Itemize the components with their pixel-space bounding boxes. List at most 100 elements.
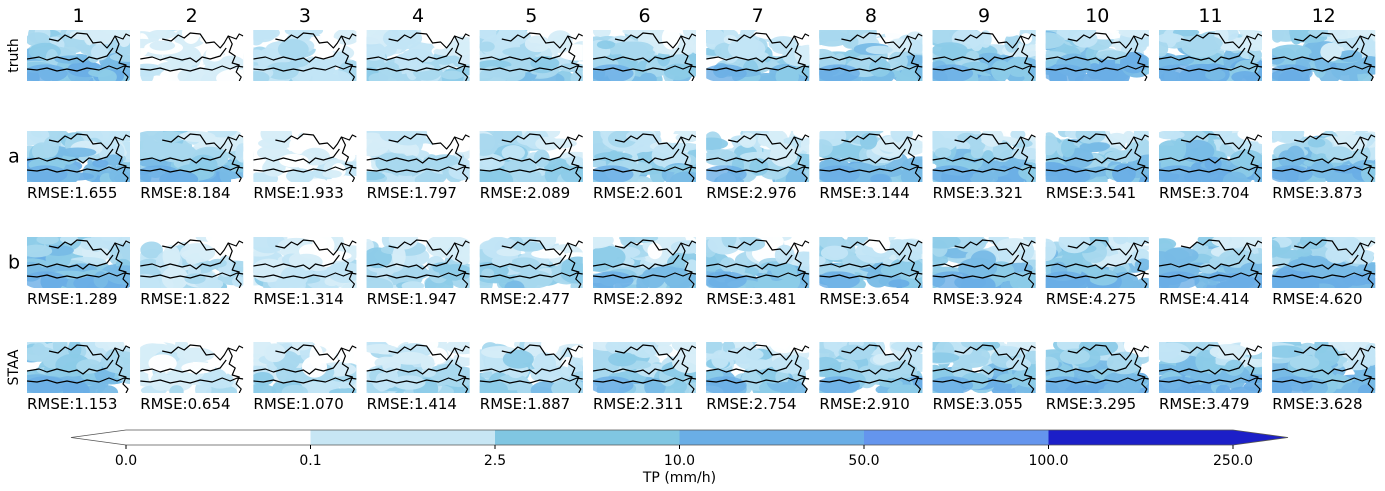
- rmse-label: RMSE:3.481: [706, 290, 796, 308]
- colorbar-tick-label: 10.0: [664, 453, 695, 469]
- map-panel: [593, 30, 696, 81]
- map-panel: [932, 342, 1036, 393]
- row-label: STAA: [6, 349, 22, 385]
- rmse-label: RMSE:4.414: [1159, 290, 1249, 308]
- map-panel: [253, 131, 357, 182]
- map-panel: [1045, 30, 1149, 81]
- rmse-labels: RMSE:1.655 RMSE:8.184 RMSE:1.933 RMSE:1.797…: [27, 184, 1363, 413]
- map-panel: [27, 131, 130, 182]
- rmse-label: RMSE:3.628: [1272, 395, 1362, 413]
- colorbar-tick-label: 250.0: [1213, 453, 1253, 469]
- map-panel: [140, 237, 244, 288]
- map-panel: [140, 131, 244, 182]
- rmse-label: RMSE:2.601: [593, 184, 683, 202]
- rmse-label: RMSE:3.144: [819, 184, 909, 202]
- colorbar-tick-label: 0.0: [115, 453, 137, 469]
- column-header: 10: [1085, 5, 1109, 27]
- map-panel: [27, 237, 130, 288]
- map-panel: [593, 237, 696, 288]
- colorbar-segment: [126, 430, 311, 445]
- rmse-label: RMSE:4.620: [1272, 290, 1362, 308]
- rmse-label: RMSE:1.655: [27, 184, 117, 202]
- map-panel: [1159, 342, 1262, 393]
- rmse-label: RMSE:1.153: [27, 395, 117, 413]
- row-labels: truth a b STAA: [6, 38, 22, 385]
- rmse-label: RMSE:0.654: [140, 395, 230, 413]
- map-panel: [706, 342, 810, 393]
- map-panel: [479, 342, 583, 393]
- row-label: a: [8, 146, 20, 168]
- map-panel: [479, 131, 583, 182]
- column-header: 3: [299, 5, 311, 27]
- map-panel: [819, 342, 923, 393]
- colorbar-tick-label: 50.0: [848, 453, 879, 469]
- column-header: 12: [1312, 5, 1336, 27]
- rmse-label: RMSE:2.754: [706, 395, 796, 413]
- column-header: 5: [525, 5, 537, 27]
- map-panel: [140, 30, 244, 81]
- rmse-label: RMSE:1.289: [27, 290, 117, 308]
- rmse-label: RMSE:3.541: [1046, 184, 1136, 202]
- map-panel: [593, 342, 696, 393]
- row-label: b: [8, 252, 20, 274]
- map-panel: [1272, 131, 1376, 182]
- column-headers: 1 2 3 4 5 6 7 8 9 10 11 12: [72, 5, 1335, 27]
- colorbar-tick-label: 0.1: [299, 453, 321, 469]
- rmse-label: RMSE:3.055: [933, 395, 1023, 413]
- column-header: 6: [638, 5, 650, 27]
- rmse-label: RMSE:2.910: [819, 395, 909, 413]
- colorbar-segment: [495, 430, 680, 445]
- row-label: truth: [6, 38, 22, 72]
- rmse-label: RMSE:1.822: [140, 290, 230, 308]
- colorbar-segment: [864, 430, 1049, 445]
- map-panel: [1045, 342, 1149, 393]
- rmse-label: RMSE:1.933: [253, 184, 343, 202]
- rmse-label: RMSE:1.070: [253, 395, 343, 413]
- map-panel: [479, 237, 583, 288]
- colorbar-extend-min: [71, 430, 126, 445]
- rmse-label: RMSE:3.873: [1272, 184, 1362, 202]
- map-panel: [27, 30, 130, 81]
- map-panel: [366, 342, 470, 393]
- map-panel: [1045, 237, 1149, 288]
- rmse-label: RMSE:3.321: [933, 184, 1023, 202]
- column-header: 9: [978, 5, 990, 27]
- column-header: 4: [412, 5, 424, 27]
- map-panel: [932, 131, 1036, 182]
- map-panel: [819, 131, 923, 182]
- rmse-label: RMSE:2.477: [480, 290, 570, 308]
- rmse-label: RMSE:2.976: [706, 184, 796, 202]
- rmse-label: RMSE:1.414: [367, 395, 457, 413]
- column-header: 8: [865, 5, 877, 27]
- map-panel: [253, 342, 357, 393]
- rmse-label: RMSE:4.275: [1046, 290, 1136, 308]
- map-panel: [366, 30, 470, 81]
- map-panel: [1272, 237, 1376, 288]
- colorbar-extend-max: [1233, 430, 1288, 445]
- rmse-label: RMSE:1.797: [367, 184, 457, 202]
- map-panel: [253, 237, 357, 288]
- colorbar-tick-label: 2.5: [484, 453, 506, 469]
- rmse-label: RMSE:1.887: [480, 395, 570, 413]
- column-header: 2: [186, 5, 198, 27]
- column-header: 1: [72, 5, 84, 27]
- map-panel: [593, 131, 696, 182]
- colorbar-segment: [1048, 430, 1234, 445]
- map-panel: [706, 131, 810, 182]
- rmse-label: RMSE:8.184: [140, 184, 230, 202]
- column-header: 11: [1198, 5, 1222, 27]
- rmse-label: RMSE:2.089: [480, 184, 570, 202]
- column-header: 7: [752, 5, 764, 27]
- map-panel: [932, 237, 1036, 288]
- rmse-label: RMSE:1.314: [253, 290, 343, 308]
- map-panel: [1272, 30, 1376, 81]
- colorbar-tick-label: 100.0: [1028, 453, 1068, 469]
- rmse-label: RMSE:1.947: [367, 290, 457, 308]
- rmse-label: RMSE:3.704: [1159, 184, 1249, 202]
- rmse-label: RMSE:3.654: [819, 290, 909, 308]
- map-panel: [706, 237, 810, 288]
- map-panel: [1272, 342, 1376, 393]
- map-panel: [932, 30, 1036, 81]
